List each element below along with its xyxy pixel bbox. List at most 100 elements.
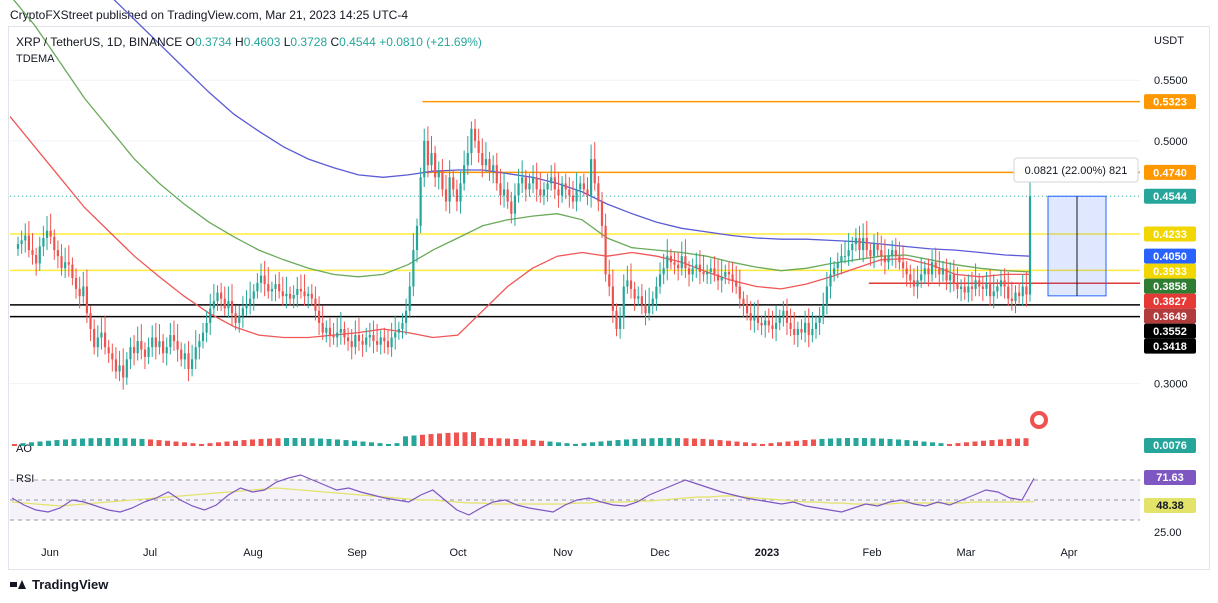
price-label-box [1144,226,1196,242]
candle-body [891,250,894,257]
candle-body [749,313,752,321]
candle-body [372,335,375,342]
ao-bar [700,438,706,446]
ao-bar [794,440,799,446]
ao-bar [760,443,765,446]
ao-bar [1023,438,1029,446]
candle-body [764,320,767,326]
ao-bar [88,438,94,446]
candle-body [648,304,651,314]
candle-body [923,268,926,275]
ao-bar [224,441,230,446]
candle-body [227,301,230,309]
candle-body [238,315,241,323]
candle-body [1014,292,1017,302]
candle-body [521,177,524,184]
candle-body [1028,196,1032,295]
candle-body [981,286,984,289]
candle-body [234,313,237,323]
candle-body [916,280,919,287]
ao-bar [267,438,272,446]
rsi-value: 71.63 [1156,472,1184,484]
candle-body [93,328,96,348]
candle-body [361,341,364,345]
ao-bar [165,440,170,446]
ao-bar [964,442,969,446]
ao-bar [845,438,850,446]
candle-body [909,274,912,281]
candle-body [205,322,208,333]
ao-bar [292,438,298,446]
candle-body [56,250,59,257]
time-tick: Jun [41,547,59,559]
candle-body [230,301,234,314]
candle-body [401,322,404,329]
ao-bar [989,440,995,446]
candle-body [709,268,712,272]
candle-body [78,288,81,297]
ao-bar [930,442,935,446]
ao-bar [573,443,578,446]
time-tick: Aug [243,547,263,559]
publisher-line: CryptoFXStreet published on TradingView.… [10,8,408,22]
ao-bar [913,440,918,446]
candle-body [187,353,190,370]
ao-bar [530,440,536,446]
price-label-box [1144,278,1196,294]
ao-bar [811,439,816,446]
candle-body [376,341,379,345]
price-label: 0.4740 [1153,167,1187,179]
candle-body [502,189,506,196]
candle-body [394,332,397,338]
candle-body [720,276,723,281]
rsi-pane: RSI [10,473,1140,521]
ao-bar [80,438,85,446]
ao-bar [462,432,468,446]
ao-bar [54,440,60,446]
ao-bar [607,440,612,446]
candle-body [531,177,535,184]
candle-body [100,332,103,338]
candle-body [912,280,916,287]
candle-body [499,183,502,196]
candle-body [833,268,836,275]
candle-body [470,128,473,154]
candle-body [800,328,803,333]
ao-bar [649,438,655,446]
indicator-name: TDEMA [16,53,55,65]
ao-bar [199,443,204,446]
ao-bar [46,440,51,446]
ao-bar [938,443,944,446]
candle-body [822,304,825,317]
price-label-box [1144,338,1196,354]
candle-body [31,250,34,255]
candle-body [321,322,324,333]
candle-body [1018,292,1021,297]
candle-body [989,284,992,297]
currency-label: USDT [1154,35,1184,47]
ao-bar [726,440,731,446]
ao-bar [836,438,842,446]
ema-red-line [9,116,1030,339]
candle-body [695,264,698,269]
candle-body [974,280,977,289]
rsi-ma-line [11,487,1035,507]
candle-body [600,201,604,226]
candle-body [169,335,172,348]
ao-bar [777,442,782,446]
ao-bar [71,438,77,446]
candle-body [793,328,796,336]
candle-body [212,301,215,309]
candle-body [209,308,212,323]
ao-bar [556,442,561,446]
ao-bar [428,434,434,446]
candle-body [840,256,843,263]
ema-lines [9,0,1031,339]
time-tick: Jul [143,547,157,559]
candle-body [571,195,575,202]
ao-bar [131,438,136,446]
ao-bar [666,438,672,446]
ao-bar [870,438,876,446]
candle-body [154,337,157,348]
